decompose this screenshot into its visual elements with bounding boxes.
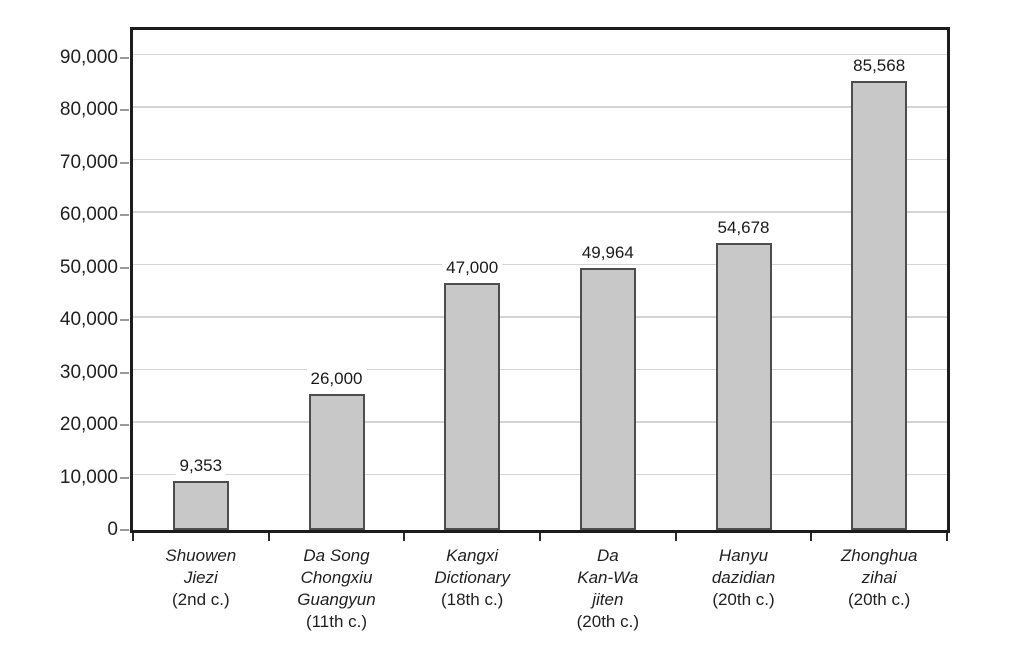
y-axis-tick-label: 10,000 bbox=[59, 466, 118, 488]
gridline bbox=[133, 368, 947, 371]
x-axis-tick bbox=[132, 533, 134, 541]
x-category-label: Shuowen Jiezi (2nd c.) bbox=[126, 545, 276, 611]
x-category-date: (20th c.) bbox=[847, 590, 911, 609]
y-axis-tick bbox=[120, 56, 129, 59]
x-category-date: (2nd c.) bbox=[172, 590, 230, 609]
gridline bbox=[133, 421, 947, 423]
gridline bbox=[133, 53, 947, 56]
x-category-name-line: Hanyu bbox=[718, 546, 769, 565]
y-axis-tick-label: 70,000 bbox=[59, 151, 118, 173]
x-category-name-line: zihai bbox=[861, 568, 897, 587]
bar-value-label: 54,678 bbox=[713, 217, 774, 238]
bar-value-label: 9,353 bbox=[175, 455, 227, 476]
x-category-name-line: jiten bbox=[592, 590, 624, 609]
x-category-name-line: Kangxi bbox=[446, 546, 499, 565]
bar bbox=[172, 480, 229, 530]
gridline bbox=[133, 473, 947, 476]
x-category-date: (18th c.) bbox=[440, 590, 504, 609]
bar bbox=[308, 393, 365, 530]
y-axis-tick-label: 30,000 bbox=[59, 361, 118, 383]
x-category-name-line: Zhonghua bbox=[840, 546, 918, 565]
y-axis-tick bbox=[120, 424, 129, 426]
bar bbox=[851, 80, 908, 530]
y-axis-tick bbox=[120, 371, 129, 374]
x-category-label: Zhonghua zihai (20th c.) bbox=[804, 545, 954, 611]
y-axis-tick bbox=[120, 266, 129, 269]
y-axis-tick-label: 20,000 bbox=[59, 414, 118, 435]
y-axis-tick bbox=[120, 161, 129, 164]
x-category-date: (20th c.) bbox=[576, 612, 639, 631]
gridline bbox=[133, 211, 947, 213]
plot-area bbox=[130, 27, 950, 533]
bar bbox=[715, 242, 772, 530]
x-category-label: Kangxi Dictionary (18th c.) bbox=[397, 545, 547, 611]
y-axis-tick bbox=[120, 476, 129, 479]
bar-value-label: 85,568 bbox=[849, 55, 910, 76]
x-category-name-line: Da Song bbox=[303, 546, 370, 565]
y-axis-tick bbox=[120, 214, 129, 216]
bar-value-label: 26,000 bbox=[306, 368, 367, 389]
y-axis-tick-label: 60,000 bbox=[59, 204, 118, 225]
y-axis-tick-label: 80,000 bbox=[59, 99, 118, 120]
y-axis-tick-label: 40,000 bbox=[59, 309, 118, 330]
x-category-label: Hanyu dazidian (20th c.) bbox=[669, 545, 819, 611]
gridline bbox=[133, 316, 947, 318]
x-category-name-line: Da bbox=[596, 546, 619, 565]
y-axis-tick bbox=[120, 319, 129, 321]
x-axis-tick bbox=[674, 533, 677, 541]
x-axis-tick bbox=[267, 533, 270, 541]
x-axis-tick bbox=[946, 533, 948, 541]
bar bbox=[444, 283, 501, 530]
x-category-name-line: Shuowen bbox=[165, 546, 237, 565]
y-axis-tick-label: 50,000 bbox=[59, 256, 118, 278]
y-axis-tick-label: 90,000 bbox=[59, 46, 118, 68]
x-axis-tick bbox=[810, 533, 813, 541]
gridline bbox=[133, 263, 947, 266]
bar-value-label: 49,964 bbox=[577, 242, 638, 263]
x-category-date: (20th c.) bbox=[712, 590, 775, 609]
bar bbox=[579, 267, 636, 530]
x-category-name-line: Kan-Wa bbox=[577, 568, 639, 587]
x-axis-tick bbox=[403, 533, 406, 541]
x-category-name-line: Chongxiu bbox=[300, 568, 373, 587]
x-category-name-line: Dictionary bbox=[434, 568, 510, 587]
y-axis-tick bbox=[120, 109, 129, 111]
gridline bbox=[133, 106, 947, 108]
x-category-date: (11th c.) bbox=[305, 612, 368, 631]
bar-value-label: 47,000 bbox=[442, 258, 503, 279]
x-category-name-line: dazidian bbox=[711, 568, 776, 587]
x-category-name-line: Jiezi bbox=[183, 568, 218, 587]
gridline bbox=[133, 158, 947, 161]
x-category-label: Da Kan-Wa jiten (20th c.) bbox=[533, 545, 683, 633]
x-category-label: Da Song Chongxiu Guangyun (11th c.) bbox=[262, 545, 412, 633]
y-axis-tick bbox=[120, 529, 129, 531]
x-axis-tick bbox=[539, 533, 541, 541]
y-axis-tick-label: 0 bbox=[107, 519, 118, 540]
x-category-name-line: Guangyun bbox=[297, 590, 376, 609]
